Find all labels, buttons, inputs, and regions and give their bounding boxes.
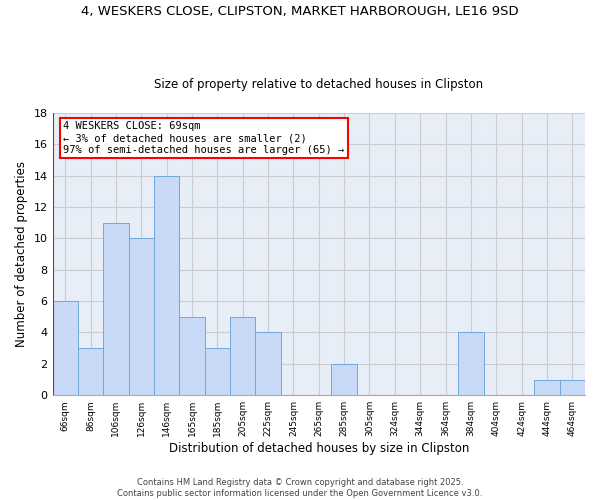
Bar (128, 238, 154, 395)
Bar (53, 301, 78, 395)
Y-axis label: Number of detached properties: Number of detached properties (15, 161, 28, 347)
Bar (256, 332, 281, 395)
Bar (534, 380, 560, 395)
Bar (103, 222, 128, 395)
Bar (458, 332, 484, 395)
X-axis label: Distribution of detached houses by size in Clipston: Distribution of detached houses by size … (169, 442, 469, 455)
Title: Size of property relative to detached houses in Clipston: Size of property relative to detached ho… (154, 78, 484, 91)
Bar (205, 348, 230, 395)
Bar (230, 317, 256, 395)
Bar (331, 364, 357, 395)
Text: Contains HM Land Registry data © Crown copyright and database right 2025.
Contai: Contains HM Land Registry data © Crown c… (118, 478, 482, 498)
Bar (560, 380, 585, 395)
Bar (78, 348, 103, 395)
Text: 4, WESKERS CLOSE, CLIPSTON, MARKET HARBOROUGH, LE16 9SD: 4, WESKERS CLOSE, CLIPSTON, MARKET HARBO… (81, 5, 519, 18)
Bar (154, 176, 179, 395)
Text: 4 WESKERS CLOSE: 69sqm
← 3% of detached houses are smaller (2)
97% of semi-detac: 4 WESKERS CLOSE: 69sqm ← 3% of detached … (63, 122, 344, 154)
Bar (179, 317, 205, 395)
